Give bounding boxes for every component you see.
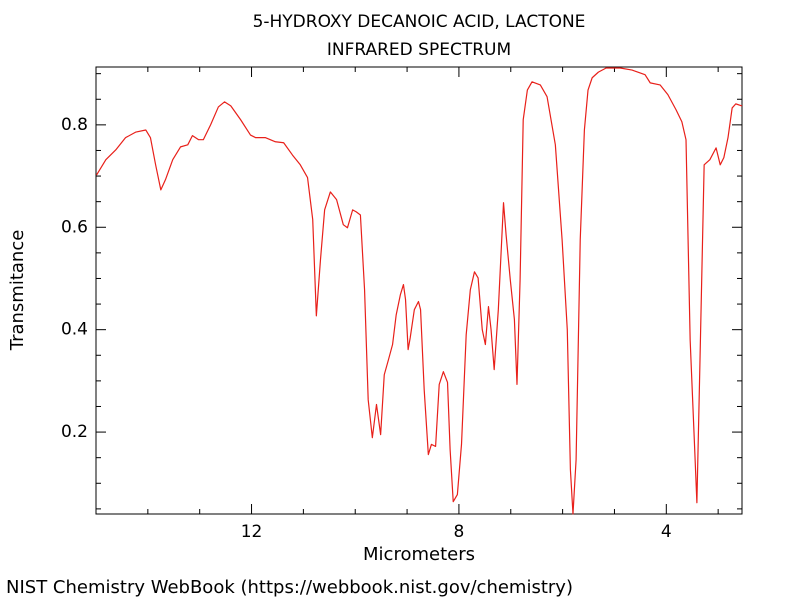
y-tick-label: 0.4 bbox=[61, 320, 88, 340]
x-tick-label: 8 bbox=[454, 522, 465, 542]
chart-title: 5-HYDROXY DECANOIC ACID, LACTONE bbox=[253, 12, 586, 32]
x-tick-label: 12 bbox=[241, 522, 263, 542]
y-tick-label: 0.8 bbox=[61, 115, 88, 135]
y-axis-label: Transmitance bbox=[7, 230, 28, 352]
chart-subtitle: INFRARED SPECTRUM bbox=[327, 40, 511, 60]
spectrum-line bbox=[96, 67, 743, 515]
y-tick-label: 0.2 bbox=[61, 422, 88, 442]
y-tick-label: 0.6 bbox=[61, 217, 88, 237]
plot-frame bbox=[95, 66, 743, 515]
x-tick-label: 4 bbox=[661, 522, 672, 542]
x-axis-label: Micrometers bbox=[363, 544, 475, 565]
footer: NIST Chemistry WebBook (https://webbook.… bbox=[6, 577, 573, 598]
